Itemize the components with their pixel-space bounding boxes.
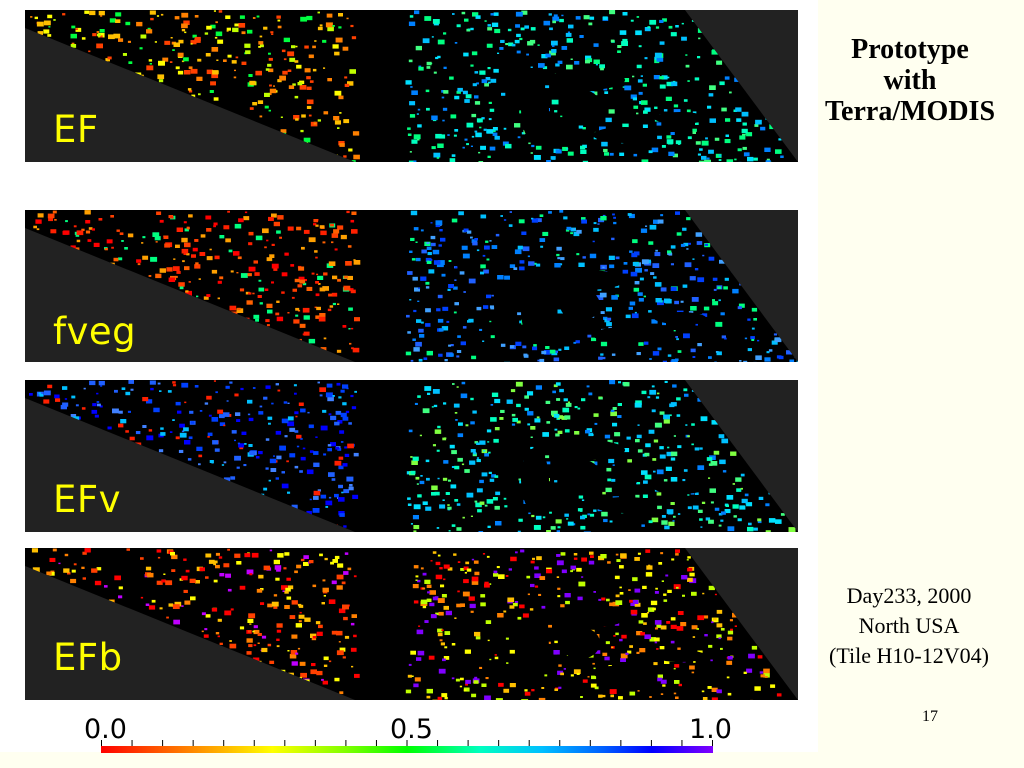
- panel-label-efv: EFv: [53, 478, 122, 521]
- panel-label-ef: EF: [53, 108, 99, 151]
- lakes: [521, 608, 706, 681]
- map-panel-ef: EF: [25, 10, 798, 162]
- panel-label-efb: EFb: [53, 636, 123, 679]
- colorbar-mid-label: 0.5: [390, 714, 433, 745]
- swath-edge-right: [685, 548, 798, 700]
- swath-edge-right: [685, 10, 798, 162]
- slide-title: Prototype with Terra/MODIS: [800, 34, 1020, 127]
- swath-edge-left: [25, 398, 355, 532]
- swath-edge-left: [25, 28, 355, 162]
- info-line-1: Day233, 2000: [846, 583, 972, 608]
- map-image-ef: [25, 10, 798, 162]
- map-panel-efv: EFv: [25, 380, 798, 532]
- info-line-3: (Tile H10-12V04): [829, 643, 989, 668]
- panel-label-fveg: fveg: [53, 310, 137, 353]
- map-panel-fveg: fveg: [25, 210, 798, 362]
- page-number: 17: [922, 708, 938, 725]
- colorbar-min-label: 0.0: [84, 714, 127, 745]
- swath-edge-right: [685, 380, 798, 532]
- side-panel: [818, 0, 1024, 768]
- info-line-2: North USA: [858, 613, 960, 638]
- map-image-efv: [25, 380, 798, 532]
- colorbar: [101, 746, 713, 753]
- title-line-2: with: [883, 65, 937, 96]
- title-line-1: Prototype: [851, 34, 969, 65]
- map-image-efb: [25, 548, 798, 700]
- map-image-fveg: [25, 210, 798, 362]
- info-caption: Day233, 2000 North USA (Tile H10-12V04): [804, 581, 1014, 671]
- lakes: [521, 440, 706, 513]
- map-texture: [31, 548, 798, 700]
- colorbar-ticks: [101, 740, 713, 746]
- swath-edge-right: [685, 210, 798, 362]
- lakes: [521, 270, 706, 343]
- colorbar-max-label: 1.0: [689, 714, 732, 745]
- lakes: [521, 70, 706, 143]
- map-panel-efb: EFb: [25, 548, 798, 700]
- title-line-3: Terra/MODIS: [824, 96, 996, 127]
- bottom-strip: [0, 752, 1024, 768]
- swath-edge-left: [25, 566, 355, 700]
- swath-edge-left: [25, 228, 355, 362]
